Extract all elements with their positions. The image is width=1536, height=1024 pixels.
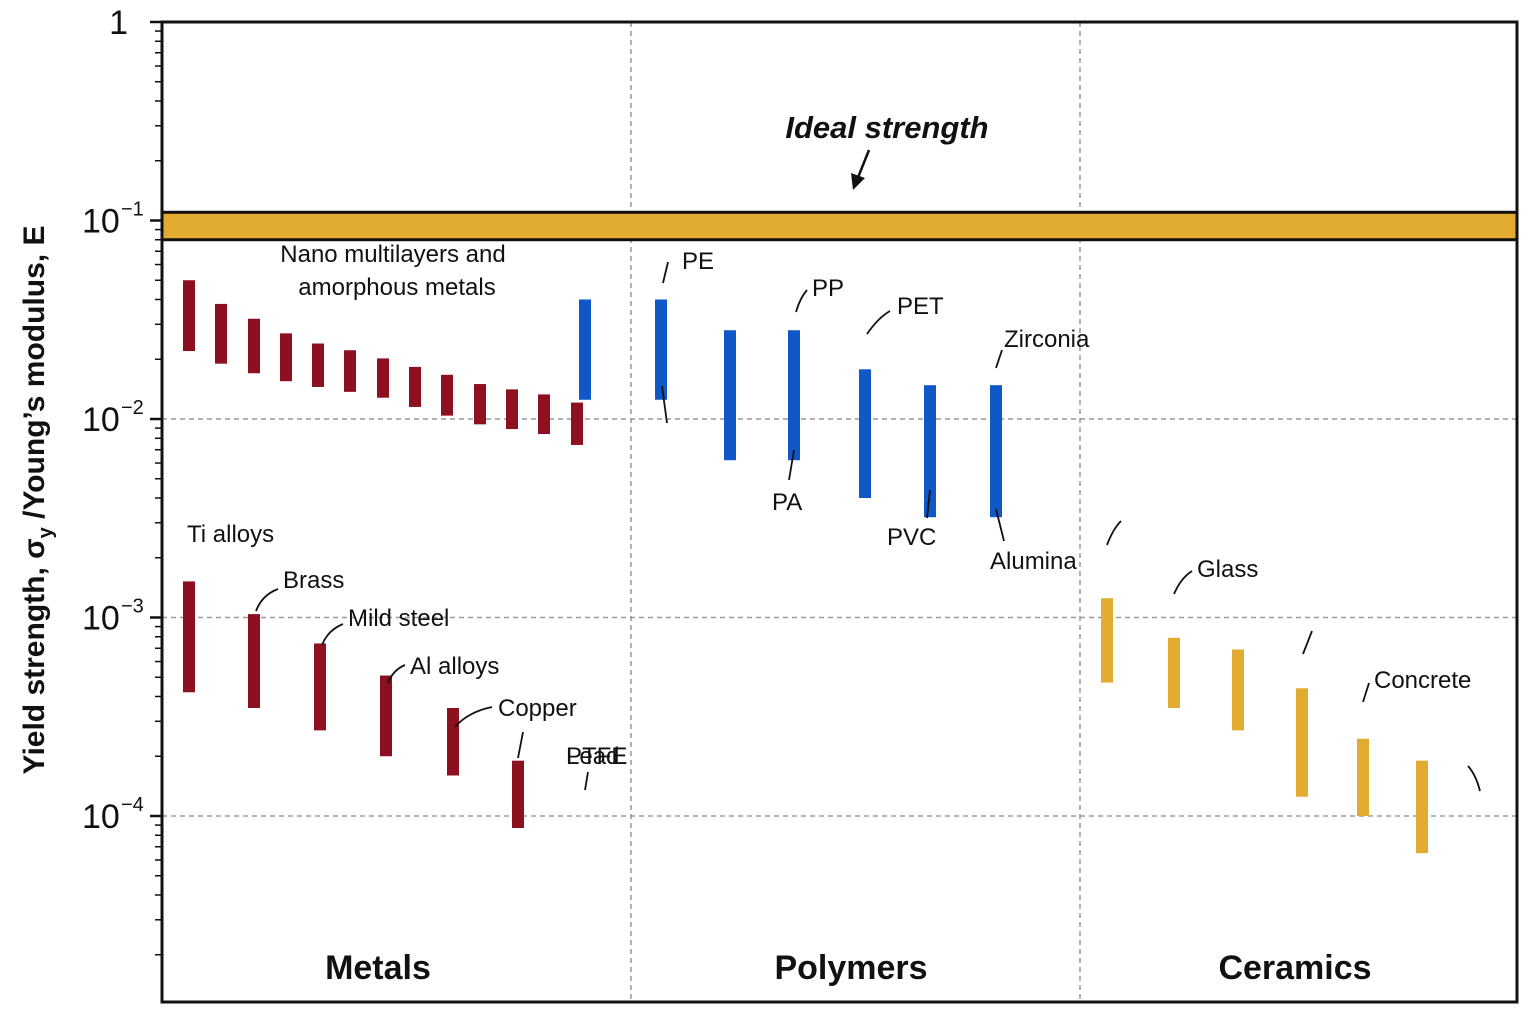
bars-layer [183, 280, 1428, 854]
leader-line [584, 771, 589, 791]
item-label: PTFE [566, 743, 627, 770]
range-bar [312, 343, 324, 387]
range-bar [441, 374, 453, 416]
range-bar [859, 369, 871, 498]
item-label: Concrete [1374, 667, 1471, 694]
ideal-strength-band-layer [160, 210, 1519, 242]
range-bar [280, 333, 292, 382]
range-bar [538, 394, 550, 435]
leader-line [866, 310, 891, 335]
range-bar [990, 385, 1002, 518]
group-label: Polymers [774, 949, 927, 987]
range-bar [314, 643, 326, 731]
range-bar [655, 299, 667, 400]
y-tick-exponent: −1 [121, 199, 144, 221]
range-bar [248, 318, 260, 374]
group-label: Ceramics [1218, 949, 1371, 987]
annotation: amorphous metals [298, 274, 495, 301]
y-axis-label-main: Yield strength, σ [18, 538, 51, 774]
leader-line [1106, 520, 1122, 546]
item-label: PET [897, 293, 944, 320]
y-tick-label: 10 [82, 401, 120, 439]
item-label: Ti alloys [187, 521, 274, 548]
range-bar [1168, 637, 1180, 709]
annotation: Nano multilayers and [280, 241, 505, 268]
leader-line [662, 261, 669, 284]
item-label: Brass [283, 567, 344, 594]
y-tick-exponent: −4 [121, 794, 144, 816]
leader-line [454, 706, 493, 728]
item-label: Zirconia [1004, 326, 1090, 353]
range-bar [183, 280, 195, 352]
range-bar [724, 330, 736, 461]
range-bar [788, 330, 800, 461]
ideal-arrow-head [851, 173, 865, 190]
ideal-strength-band [160, 210, 1519, 242]
leader-line [517, 731, 524, 759]
range-bar [1416, 760, 1428, 854]
item-label: Mild steel [348, 605, 449, 632]
range-bar [924, 385, 936, 518]
range-bar [474, 384, 486, 425]
range-bar [377, 358, 389, 398]
leader-line [661, 385, 668, 424]
item-label: Copper [498, 695, 577, 722]
item-label: Glass [1197, 556, 1258, 583]
leader-line [1362, 682, 1370, 703]
item-label: PE [682, 248, 714, 275]
range-bar [215, 303, 227, 364]
range-bar [1357, 738, 1369, 816]
leader-line [321, 623, 344, 646]
item-label: PVC [887, 524, 936, 551]
y-tick-label: 10 [82, 203, 120, 241]
range-bar [447, 708, 459, 776]
y-axis-label-subscript: y [35, 526, 57, 538]
group-label: Metals [325, 949, 431, 987]
leader-line [795, 289, 808, 313]
range-bar [380, 675, 392, 757]
leader-line [995, 349, 1003, 369]
y-tick-label: 1 [109, 4, 128, 42]
item-label: PA [772, 489, 802, 516]
range-bar [344, 350, 356, 392]
range-bar [248, 614, 260, 709]
range-bar [571, 402, 583, 445]
item-label: Lead [566, 743, 619, 770]
range-bar [1101, 598, 1113, 683]
leader-line [995, 508, 1005, 542]
range-bar [506, 389, 518, 430]
plot-frame [160, 20, 1519, 1004]
range-bar [409, 366, 421, 407]
y-axis-label-rest: /Young’s modulus, E [18, 226, 51, 528]
leader-line [1467, 765, 1481, 792]
range-bar [1296, 688, 1308, 797]
leader-line [1302, 630, 1313, 655]
range-bar [1232, 649, 1244, 731]
item-label: PP [812, 275, 844, 302]
y-tick-exponent: −2 [121, 397, 144, 419]
ideal-strength-label: Ideal strength [785, 110, 988, 145]
y-axis-label: Yield strength, σy /Young’s modulus, E [18, 226, 57, 775]
grid-layer [162, 22, 1517, 1002]
leader-line [788, 449, 795, 481]
y-tick-exponent: −3 [121, 596, 144, 618]
y-tick-label: 10 [82, 798, 120, 836]
y-tick-label: 10 [82, 600, 120, 638]
leader-line [255, 588, 279, 612]
range-bar [579, 299, 591, 400]
range-bar [183, 581, 195, 693]
item-label: Al alloys [410, 653, 499, 680]
leader-line [387, 664, 406, 684]
item-label: Alumina [990, 548, 1077, 575]
leader-line [926, 489, 931, 519]
leader-line [1173, 570, 1193, 595]
range-bar [512, 760, 524, 829]
ideal-arrow-shaft [855, 149, 871, 181]
